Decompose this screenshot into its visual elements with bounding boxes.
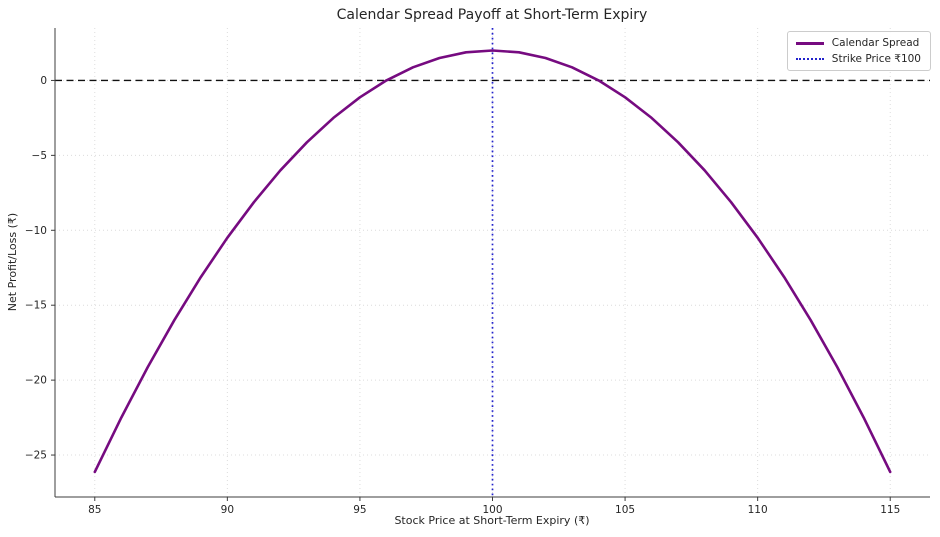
- axes-spines-ticks: [51, 28, 930, 501]
- svg-text:90: 90: [221, 504, 234, 516]
- reference-lines: [55, 28, 930, 497]
- svg-text:105: 105: [615, 504, 635, 516]
- svg-text:110: 110: [748, 504, 768, 516]
- gridlines: [55, 28, 930, 497]
- svg-text:95: 95: [353, 504, 366, 516]
- chart-title: Calendar Spread Payoff at Short-Term Exp…: [337, 7, 648, 23]
- y-axis-label: Net Profit/Loss (₹): [6, 213, 19, 311]
- legend-item-calendar-spread: Calendar Spread: [795, 37, 921, 49]
- svg-text:115: 115: [880, 504, 900, 516]
- svg-text:−5: −5: [32, 150, 47, 162]
- calendar-spread-line-swatch: [795, 41, 824, 45]
- x-axis-label: Stock Price at Short-Term Expiry (₹): [394, 514, 589, 527]
- svg-text:−10: −10: [25, 225, 47, 237]
- svg-text:−25: −25: [25, 450, 47, 462]
- payoff-curve: [93, 49, 892, 474]
- svg-text:−20: −20: [25, 375, 47, 387]
- legend-item-strike-price: Strike Price ₹100: [795, 53, 921, 65]
- legend-label-calendar-spread: Calendar Spread: [831, 37, 920, 49]
- svg-text:100: 100: [482, 504, 502, 516]
- legend: Calendar Spread Strike Price ₹100: [786, 31, 931, 71]
- svg-text:0: 0: [40, 75, 47, 87]
- legend-label-strike-price: Strike Price ₹100: [831, 53, 921, 65]
- svg-text:85: 85: [88, 504, 101, 516]
- strike-price-line-swatch: [795, 58, 824, 60]
- tick-labels: 85 90 95 100 105 110 115 0 −5 −10 −15 −20 −25: [25, 75, 900, 516]
- svg-text:−15: −15: [25, 300, 47, 312]
